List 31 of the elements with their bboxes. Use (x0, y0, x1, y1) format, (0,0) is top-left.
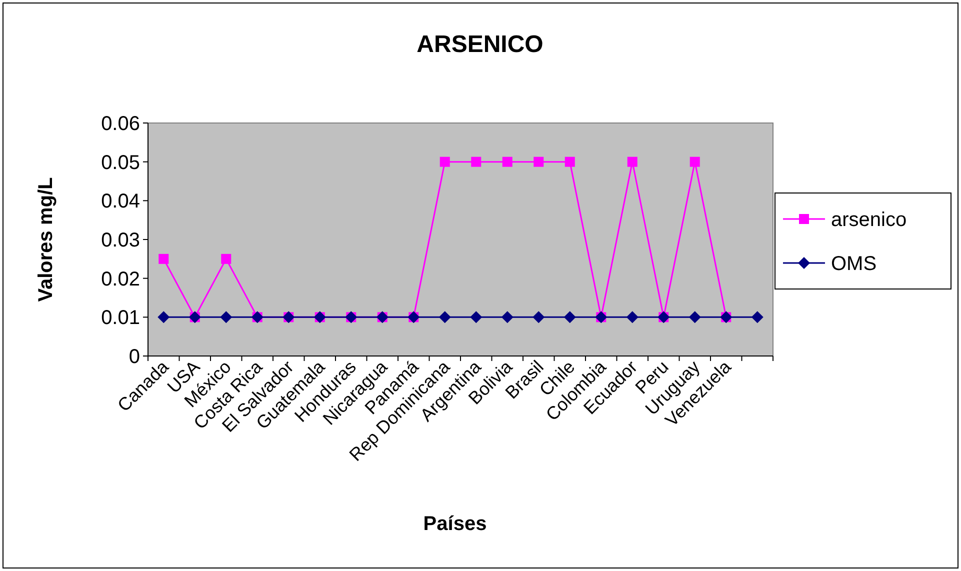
point (220, 311, 232, 324)
point (438, 311, 451, 324)
point (158, 254, 169, 264)
point (564, 156, 575, 167)
chart-title: ARSENICO (416, 31, 544, 58)
point (626, 311, 638, 324)
legend-label: arsenico (831, 209, 907, 231)
point (690, 156, 700, 167)
point (470, 311, 482, 324)
y-axis-title: Valores mg/L (35, 177, 57, 302)
y-tick-label: 0.02 (101, 268, 140, 290)
point (564, 311, 576, 324)
y-tick-label: 0.01 (101, 307, 140, 330)
point (534, 156, 544, 167)
point (751, 311, 764, 324)
y-tick-label: 0.03 (101, 230, 140, 252)
point (440, 156, 450, 167)
y-tick-label: 0.05 (101, 152, 140, 174)
legend-label: OMS (831, 253, 877, 275)
point (532, 311, 545, 324)
y-tick-label: 0.06 (101, 113, 140, 135)
point (502, 156, 512, 167)
x-axis-title: Países (423, 513, 487, 535)
point (471, 156, 482, 167)
point (221, 254, 232, 264)
point (688, 311, 701, 324)
y-tick-label: 0.04 (101, 190, 140, 213)
point (627, 156, 638, 167)
y-tick-label: 0 (128, 346, 140, 368)
point (501, 311, 514, 324)
point (158, 311, 170, 324)
